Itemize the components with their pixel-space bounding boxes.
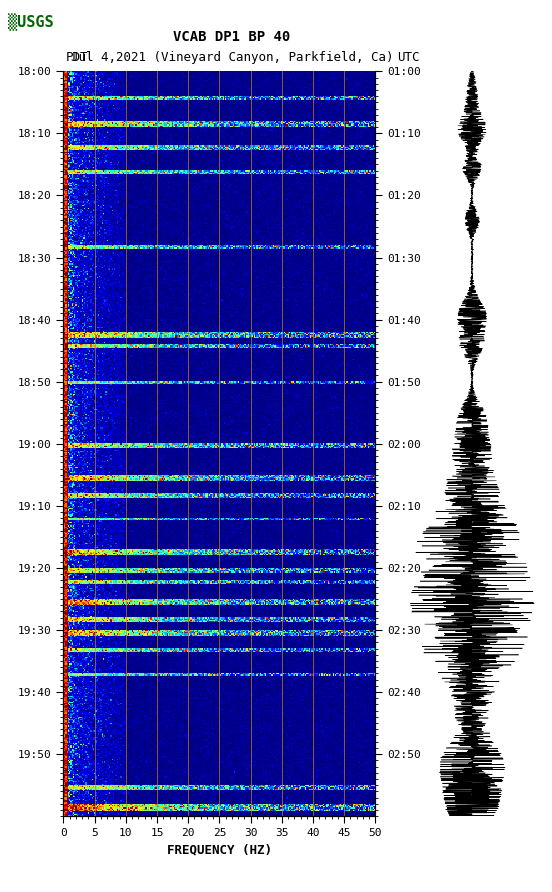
- Text: Jul 4,2021 (Vineyard Canyon, Parkfield, Ca): Jul 4,2021 (Vineyard Canyon, Parkfield, …: [71, 51, 393, 63]
- Text: VCAB DP1 BP 40: VCAB DP1 BP 40: [173, 30, 290, 45]
- Text: PDT: PDT: [66, 51, 89, 63]
- Text: ▒USGS: ▒USGS: [8, 13, 54, 31]
- X-axis label: FREQUENCY (HZ): FREQUENCY (HZ): [167, 844, 272, 856]
- Text: UTC: UTC: [397, 51, 420, 63]
